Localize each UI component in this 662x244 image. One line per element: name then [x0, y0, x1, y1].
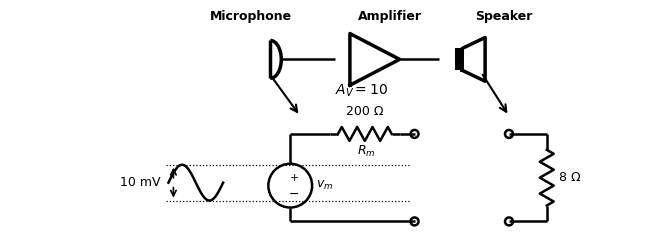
Text: 10 mV: 10 mV: [120, 176, 160, 189]
Text: $v_m$: $v_m$: [316, 179, 334, 192]
FancyBboxPatch shape: [455, 48, 463, 70]
Text: 8 Ω: 8 Ω: [559, 171, 581, 184]
Text: Amplifier: Amplifier: [357, 10, 422, 23]
Text: Speaker: Speaker: [475, 10, 533, 23]
Text: 200 Ω: 200 Ω: [346, 105, 383, 118]
Text: +: +: [289, 173, 299, 183]
Text: Microphone: Microphone: [209, 10, 291, 23]
Text: −: −: [289, 188, 299, 201]
Text: $A_V = 10$: $A_V = 10$: [335, 82, 388, 99]
Text: $R_m$: $R_m$: [357, 144, 376, 159]
